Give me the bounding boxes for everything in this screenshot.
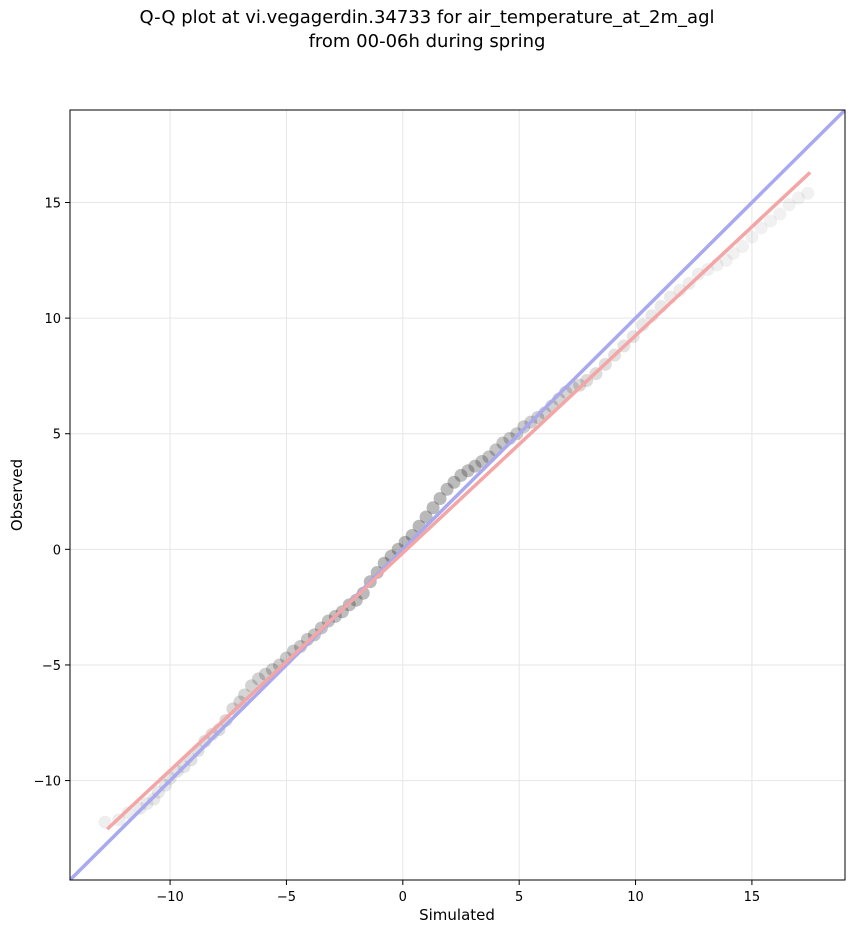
x-tick-label: −10: [156, 890, 183, 905]
quantile-point: [447, 475, 461, 489]
x-axis-label: Simulated: [419, 906, 495, 924]
quantile-point: [773, 207, 787, 221]
quantile-points: [98, 186, 815, 829]
quantile-point: [461, 464, 475, 478]
chart-title-line-1: Q-Q plot at vi.vegagerdin.34733 for air_…: [139, 7, 715, 28]
quantile-point: [454, 468, 468, 482]
y-tick-label: 5: [53, 428, 61, 443]
quantile-point: [440, 482, 454, 496]
quantile-point: [98, 815, 112, 829]
quantile-point: [791, 191, 805, 205]
quantile-point: [468, 459, 482, 473]
quantile-point: [252, 672, 266, 686]
quantile-point: [754, 221, 768, 235]
quantile-point: [691, 267, 705, 281]
quantile-point: [801, 186, 815, 200]
reference-lines: [70, 110, 845, 880]
x-tick-label: 0: [399, 890, 407, 905]
quantile-point: [233, 695, 247, 709]
quantile-point: [433, 491, 447, 505]
quantile-point: [121, 806, 135, 820]
quantile-point: [782, 198, 796, 212]
quantile-point: [745, 230, 759, 244]
quantile-point: [426, 501, 440, 515]
y-tick-label: 10: [44, 312, 61, 327]
quantile-point: [719, 253, 733, 267]
x-tick-label: 15: [744, 890, 761, 905]
quantile-point: [226, 702, 240, 716]
x-tick-label: 10: [627, 890, 644, 905]
quantile-point: [726, 246, 740, 260]
y-axis-label: Observed: [8, 459, 26, 531]
fit-line: [106, 171, 812, 831]
quantile-point: [475, 454, 489, 468]
x-tick-label: 5: [515, 890, 523, 905]
quantile-point: [419, 510, 433, 524]
quantile-point: [764, 214, 778, 228]
quantile-point: [736, 239, 750, 253]
axis-ticks: −10 −5 0 5 10 15 −10 −5 0 5 10 15: [34, 196, 761, 905]
grid-lines: [70, 110, 845, 880]
chart-title-line-2: from 00-06h during spring: [308, 31, 546, 52]
chart-title: Q-Q plot at vi.vegagerdin.34733 for air_…: [0, 6, 854, 54]
y-tick-label: 15: [44, 196, 61, 211]
y-tick-label: −5: [42, 659, 61, 674]
y-tick-label: −10: [34, 775, 61, 790]
quantile-point: [673, 283, 687, 297]
y-tick-label: 0: [53, 543, 61, 558]
identity-line: [70, 110, 845, 880]
x-tick-label: −5: [277, 890, 296, 905]
plot-frame: [69, 109, 846, 881]
